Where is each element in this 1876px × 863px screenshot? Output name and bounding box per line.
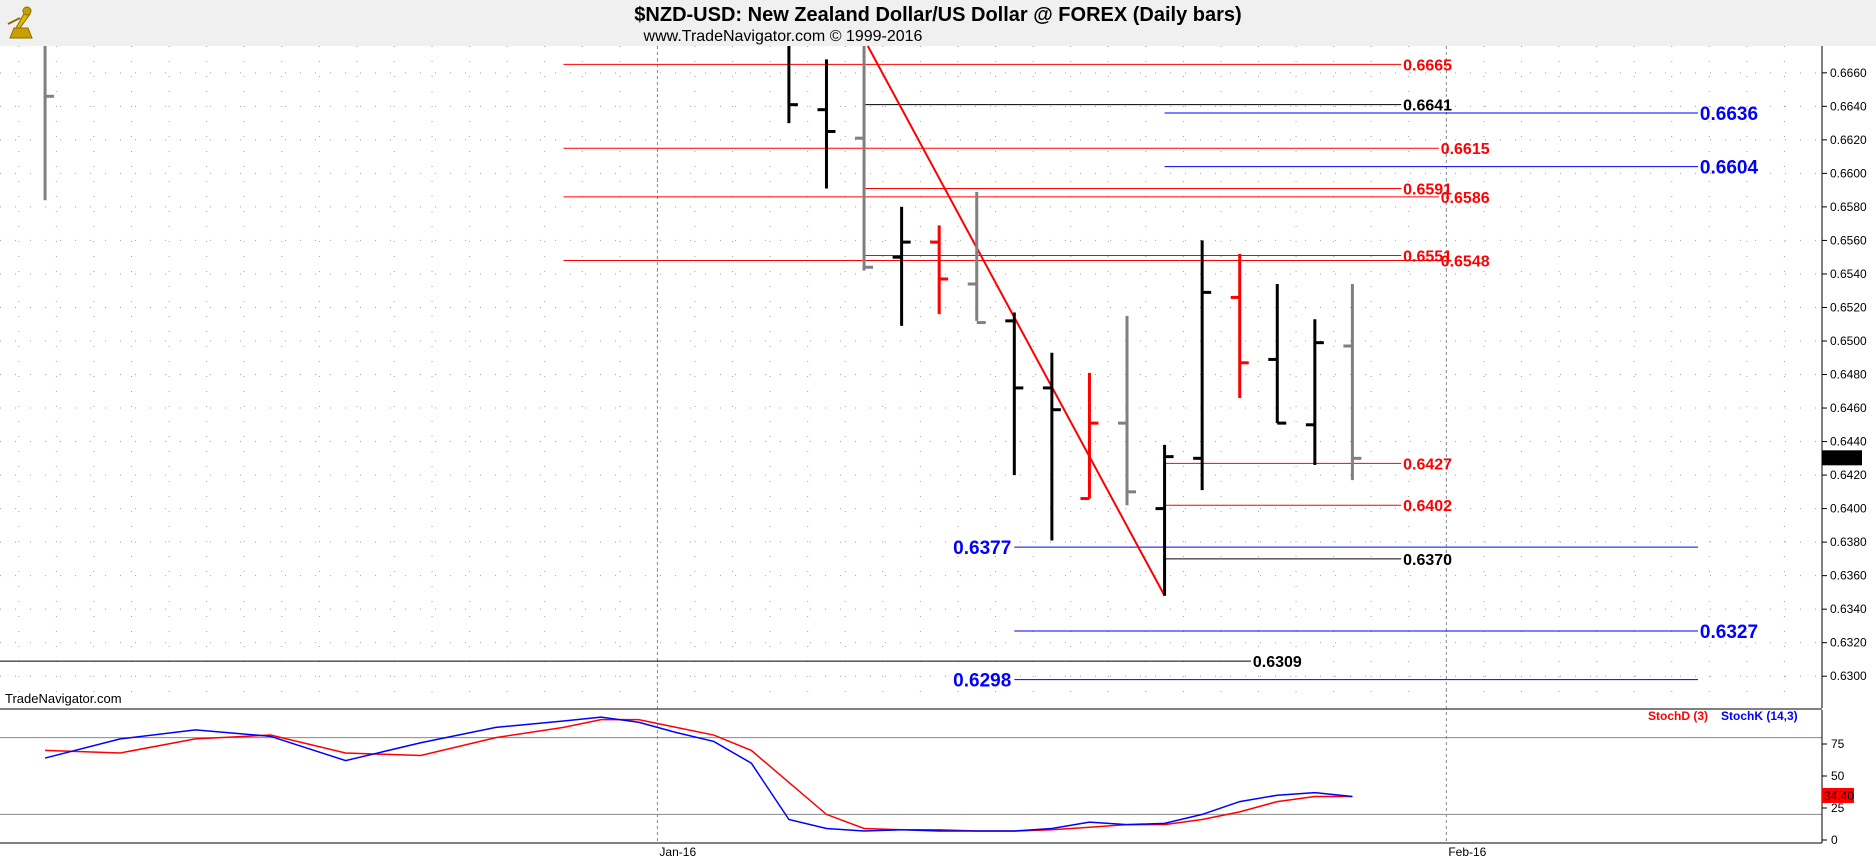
stochastic-axis: 75 50 25 0 34.40 (1821, 710, 1854, 847)
last-price-label: 0.6430 (1825, 451, 1862, 465)
title-bar (0, 0, 1876, 46)
ohlc-bar (1193, 240, 1212, 491)
ohlc-bar (930, 225, 949, 315)
stochk-line (44, 716, 1353, 832)
price-axis: 0.6660 0.6640 0.6620 0.6600 0.6580 0.6560 0.65… (1821, 46, 1867, 708)
price-tick-label: 0.6300 (1830, 669, 1867, 683)
grid (0, 46, 1823, 843)
price-tick-label: 0.6400 (1830, 502, 1867, 516)
price-tick-label: 0.6420 (1830, 468, 1867, 482)
ohlc-bar (1042, 352, 1061, 541)
ohlc-bar (1343, 284, 1362, 481)
time-tick-label: Jan-16 (659, 845, 696, 859)
level-label-0.6636: 0.6636 (1700, 104, 1758, 125)
logo-icon (7, 6, 33, 39)
stoch-last-box (1822, 787, 1854, 803)
ohlc-bar (43, 46, 55, 201)
ohlc-bar (1268, 284, 1287, 425)
price-tick-label: 0.6580 (1830, 200, 1867, 214)
red-trendline (866, 45, 1166, 597)
stoch-tick-label: 0 (1831, 833, 1838, 847)
level-label-0.6551: 0.6551 (1403, 249, 1452, 266)
level-label-0.6548: 0.6548 (1441, 254, 1490, 271)
stoch-tick-label: 25 (1831, 801, 1845, 815)
level-label-0.6641: 0.6641 (1403, 98, 1452, 115)
price-tick-label: 0.6620 (1830, 133, 1867, 147)
chart-title: $NZD-USD: New Zealand Dollar/US Dollar @… (634, 4, 1241, 26)
time-tick-label: Feb-16 (1448, 845, 1486, 859)
legend-stochk: StochK (14,3) (1721, 709, 1798, 723)
price-tick-label: 0.6340 (1830, 602, 1867, 616)
watermark-text: TradeNavigator.com (5, 691, 122, 706)
ohlc-bar (892, 206, 911, 326)
ohlc-bar (817, 59, 836, 189)
level-label-0.6604: 0.6604 (1700, 158, 1759, 179)
price-tick-label: 0.6440 (1830, 435, 1867, 449)
level-label-0.6615: 0.6615 (1441, 141, 1490, 158)
price-tick-label: 0.6320 (1830, 636, 1867, 650)
time-axis: Jan-16 Feb-16 (0, 842, 1822, 859)
level-label-0.6327: 0.6327 (1700, 622, 1758, 643)
trendline (866, 45, 1166, 597)
price-tick-label: 0.6460 (1830, 401, 1867, 415)
price-tick-label: 0.6520 (1830, 300, 1867, 314)
last-price-box (1822, 450, 1862, 466)
price-tick-label: 0.6640 (1830, 99, 1867, 113)
level-label-0.6591: 0.6591 (1403, 181, 1452, 198)
level-label-0.6665: 0.6665 (1403, 57, 1452, 74)
level-label-0.6298: 0.6298 (953, 671, 1011, 692)
level-label-0.6377: 0.6377 (953, 538, 1011, 559)
price-tick-label: 0.6360 (1830, 569, 1867, 583)
chart-subtitle: www.TradeNavigator.com © 1999-2016 (643, 28, 923, 45)
stoch-last-label: 34.40 (1824, 789, 1854, 803)
ohlc-bar (787, 46, 798, 124)
level-label-0.6427: 0.6427 (1403, 456, 1452, 473)
legend-stochd: StochD (3) (1648, 709, 1708, 723)
ohlc-bar (855, 46, 874, 271)
ohlc-bar (1155, 444, 1174, 596)
price-bars (43, 46, 1362, 596)
price-tick-label: 0.6560 (1830, 233, 1867, 247)
ohlc-bar (967, 191, 986, 325)
ohlc-bar (1080, 372, 1099, 501)
ohlc-bar (1118, 315, 1137, 506)
price-tick-label: 0.6480 (1830, 368, 1867, 382)
price-tick-label: 0.6540 (1830, 267, 1867, 281)
ohlc-bar (1305, 319, 1324, 466)
price-tick-label: 0.6380 (1830, 535, 1867, 549)
ohlc-bar (1230, 253, 1249, 398)
level-label-0.6586: 0.6586 (1441, 190, 1490, 207)
price-tick-label: 0.6600 (1830, 166, 1867, 180)
stoch-tick-label: 50 (1831, 769, 1845, 783)
price-tick-label: 0.6500 (1830, 334, 1867, 348)
ohlc-bar (1005, 312, 1024, 476)
level-label-0.6370: 0.6370 (1403, 552, 1452, 569)
stochastic-panel (0, 716, 1822, 832)
stoch-tick-label: 75 (1831, 737, 1845, 751)
stochd-line (45, 718, 1353, 832)
level-label-0.6402: 0.6402 (1403, 498, 1452, 515)
price-tick-label: 0.6660 (1830, 66, 1867, 80)
level-label-0.6309: 0.6309 (1253, 654, 1302, 671)
